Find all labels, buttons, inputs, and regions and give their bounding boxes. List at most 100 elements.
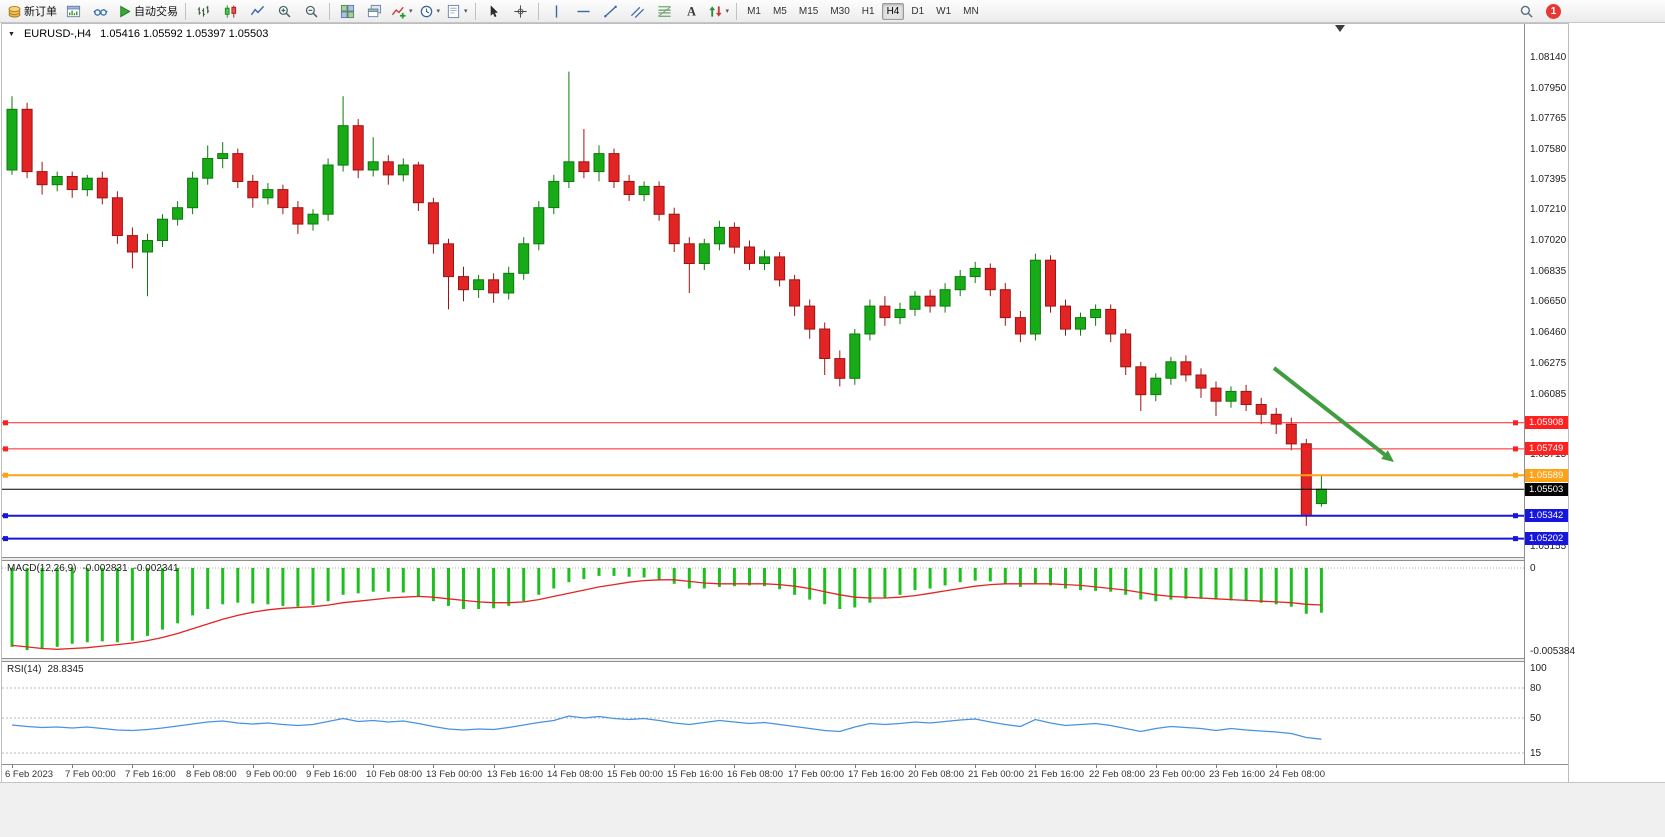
candlestick-chart-button[interactable] — [217, 1, 244, 22]
search-icon[interactable] — [1513, 1, 1540, 22]
chart-shift-marker-icon[interactable] — [1335, 25, 1345, 32]
text-button[interactable]: A — [678, 1, 705, 22]
timeframe-buttons-group: M1 M5 M15 M30 H1 H4 D1 W1 MN — [741, 2, 985, 20]
resistance-line-2[interactable] — [2, 446, 1524, 452]
time-axis-label: 17 Feb 00:00 — [788, 769, 844, 780]
timeframe-mn-button[interactable]: MN — [963, 5, 979, 17]
notification-badge[interactable]: 1 — [1546, 3, 1561, 19]
time-axis-label: 7 Feb 00:00 — [65, 769, 116, 780]
macd-scale-zero: 0 — [1530, 563, 1536, 574]
profiles-button[interactable] — [87, 1, 114, 22]
charts-button[interactable] — [60, 1, 87, 22]
hline-icon — [576, 4, 591, 19]
time-tick — [494, 765, 495, 768]
timeframe-m1-button[interactable]: M1 — [747, 5, 761, 17]
time-tick — [614, 765, 615, 768]
panel-splitter[interactable] — [2, 557, 1568, 561]
candlestick-chart[interactable] — [2, 24, 1524, 557]
main-toolbar: 新订单 自动交易 ▾ ▾ ▾ A ▾ M1 M5 M15 M30 H1 H4 D1 W1 MN 1 — [0, 0, 1665, 23]
vertical-line-button[interactable] — [543, 1, 570, 22]
cursor-button[interactable] — [480, 1, 507, 22]
cursor-icon — [486, 4, 501, 19]
periods-button[interactable]: ▾ — [416, 1, 444, 22]
time-tick — [674, 765, 675, 768]
timeframe-m5-button[interactable]: M5 — [772, 5, 787, 17]
rsi-name: RSI(14) — [7, 664, 42, 675]
support-line-2[interactable] — [2, 536, 1524, 542]
macd-indicator-chart[interactable] — [2, 561, 1524, 658]
rsi-scale-label: 100 — [1530, 663, 1547, 674]
arrows-button[interactable]: ▾ — [705, 1, 733, 22]
time-axis-label: 13 Feb 00:00 — [426, 769, 482, 780]
panel-splitter[interactable] — [2, 658, 1568, 662]
line-chart-icon — [250, 4, 265, 19]
rsi-scale-label: 50 — [1530, 713, 1542, 724]
bar-chart-button[interactable] — [190, 1, 217, 22]
time-tick — [1276, 765, 1277, 768]
time-tick — [1096, 765, 1097, 768]
trend-arrow[interactable] — [1272, 366, 1394, 462]
timeframe-w1-button[interactable]: W1 — [936, 5, 952, 17]
time-axis-label: 14 Feb 08:00 — [547, 769, 603, 780]
timeframe-h1-button[interactable]: H1 — [861, 5, 875, 17]
time-axis-label: 24 Feb 08:00 — [1269, 769, 1325, 780]
rsi-value: 28.8345 — [47, 664, 84, 675]
zoom-out-icon — [304, 4, 319, 19]
timeframe-m15-button[interactable]: M15 — [798, 5, 819, 17]
trendline-button[interactable] — [597, 1, 624, 22]
macd-panel[interactable]: MACD(12,26,9) -0.002831 -0.002341 — [2, 561, 1524, 658]
crosshair-button[interactable] — [507, 1, 534, 22]
rsi-panel[interactable]: RSI(14) 28.8345 — [2, 662, 1524, 764]
orange-level-line[interactable] — [2, 472, 1524, 478]
rsi-indicator-chart[interactable] — [2, 662, 1524, 764]
window-bottom-area — [0, 782, 1665, 837]
price-chart-area[interactable]: ▼ EURUSD-,H4 1.05416 1.05592 1.05397 1.0… — [2, 24, 1524, 557]
price-tick: 1.06650 — [1530, 296, 1567, 307]
macd-histogram — [10, 568, 1323, 651]
timeframe-d1-button[interactable]: D1 — [911, 5, 925, 17]
channel-button[interactable] — [624, 1, 651, 22]
resistance-line-1[interactable] — [2, 420, 1524, 426]
time-axis-label: 23 Feb 00:00 — [1149, 769, 1205, 780]
fibonacci-button[interactable] — [651, 1, 678, 22]
time-axis-label: 20 Feb 08:00 — [908, 769, 964, 780]
line-chart-button[interactable] — [244, 1, 271, 22]
indicators-button[interactable]: ▾ — [388, 1, 416, 22]
price-line-label: 1.05749 — [1525, 442, 1568, 455]
macd-scale-min: -0.005384 — [1530, 646, 1576, 657]
play-icon — [117, 4, 132, 19]
time-axis-label: 21 Feb 00:00 — [968, 769, 1024, 780]
new-order-icon — [7, 4, 22, 19]
zoom-in-button[interactable] — [271, 1, 298, 22]
time-tick — [373, 765, 374, 768]
template-icon — [446, 4, 461, 19]
horizontal-line-button[interactable] — [570, 1, 597, 22]
toolbar-right-group: 1 — [1513, 1, 1661, 22]
cascade-windows-button[interactable] — [361, 1, 388, 22]
time-axis[interactable]: 6 Feb 2023 7 Feb 00:00 7 Feb 16:00 8 Feb 08… — [2, 764, 1568, 782]
rsi-scale-label: 80 — [1530, 683, 1542, 694]
bid-price-label: 1.05503 — [1525, 483, 1568, 496]
rsi-scale-label: 15 — [1530, 748, 1542, 759]
clock-icon — [419, 4, 434, 19]
crosshair-icon — [513, 4, 528, 19]
price-tick: 1.06835 — [1530, 266, 1567, 277]
price-tick: 1.07020 — [1530, 235, 1567, 246]
autotrade-button[interactable]: 自动交易 — [114, 1, 181, 22]
price-tick: 1.06460 — [1530, 327, 1567, 338]
tile-windows-button[interactable] — [334, 1, 361, 22]
price-axis[interactable]: 1.08140 1.07950 1.07765 1.07580 1.07395 1.072… — [1524, 24, 1575, 764]
price-tick: 1.07395 — [1530, 174, 1567, 185]
time-tick — [795, 765, 796, 768]
candles-layer — [6, 71, 1327, 526]
new-order-button[interactable]: 新订单 — [4, 1, 60, 22]
rsi-line — [11, 715, 1322, 740]
timeframe-m30-button[interactable]: M30 — [830, 5, 850, 17]
support-line-1[interactable] — [2, 513, 1524, 519]
time-tick — [193, 765, 194, 768]
timeframe-h4-button[interactable]: H4 — [881, 2, 905, 20]
zoom-out-button[interactable] — [298, 1, 325, 22]
templates-button[interactable]: ▾ — [443, 1, 471, 22]
collapse-triangle-icon[interactable]: ▼ — [8, 30, 15, 38]
macd-name: MACD(12,26,9) — [7, 563, 77, 574]
